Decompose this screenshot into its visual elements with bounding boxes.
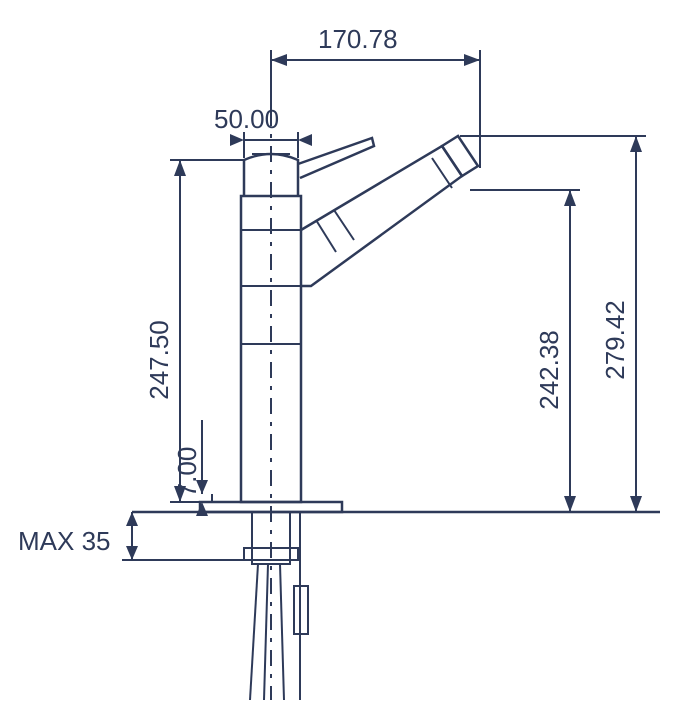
spout-nose-ring xyxy=(432,158,452,188)
dim-max-thickness: MAX 35 xyxy=(18,512,244,560)
dim-handle-width-label: 50.00 xyxy=(214,104,279,134)
supply-line-3 xyxy=(280,564,284,700)
dim-handle-width: 50.00 xyxy=(214,104,312,158)
dim-spout-drop: 242.38 xyxy=(470,190,580,512)
supply-line-2 xyxy=(264,564,268,700)
faucet-dimension-drawing: 170.78 50.00 247.50 7.00 MAX 35 xyxy=(0,0,673,702)
pullout-seam-2 xyxy=(316,220,336,252)
dim-spout-drop-label: 242.38 xyxy=(534,330,564,410)
dim-base-lip-label: 7.00 xyxy=(172,447,202,498)
dim-body-height-label: 247.50 xyxy=(144,320,174,400)
dim-overall-h: 279.42 xyxy=(460,136,646,512)
spout-tip xyxy=(442,136,478,176)
dim-overall-h-label: 279.42 xyxy=(600,300,630,380)
faucet-body xyxy=(241,196,301,502)
supply-line-1 xyxy=(250,564,258,700)
dim-top-offset: 170.78 xyxy=(271,24,480,168)
dim-top-offset-label: 170.78 xyxy=(318,24,398,54)
pullout-seam-1 xyxy=(334,210,354,240)
dim-max-thickness-label: MAX 35 xyxy=(18,526,111,556)
